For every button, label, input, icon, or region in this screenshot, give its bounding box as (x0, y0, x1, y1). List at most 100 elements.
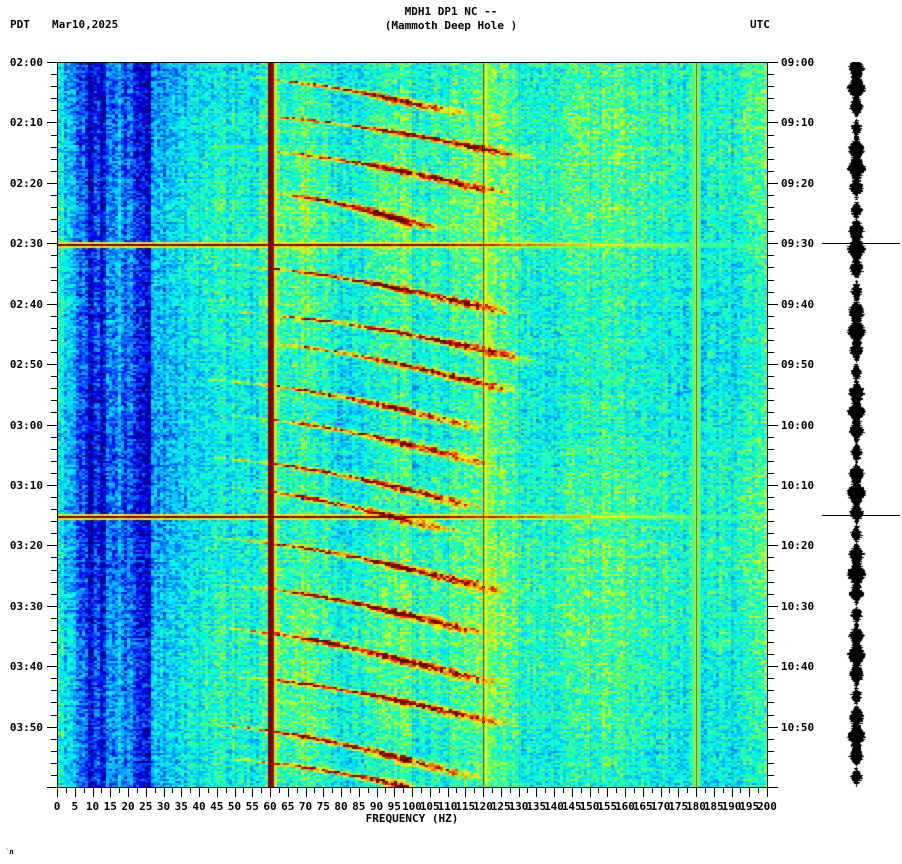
y-tick-left (51, 521, 57, 522)
y-tick-left (47, 364, 57, 365)
y-tick-left (51, 509, 57, 510)
y-tick-right (768, 412, 774, 413)
x-tick (181, 788, 182, 797)
x-tick (430, 788, 431, 797)
y-tick-left (47, 425, 57, 426)
x-label-185: 185 (703, 800, 724, 813)
y-tick-left (51, 461, 57, 462)
x-tick (421, 788, 422, 793)
y-label-left-03-50: 03:50 (9, 720, 43, 734)
x-tick (323, 788, 324, 797)
x-tick (66, 788, 67, 793)
x-tick (705, 788, 706, 793)
y-tick-right (768, 159, 774, 160)
x-label-50: 50 (227, 800, 242, 813)
y-tick-left (51, 715, 57, 716)
y-tick-left (51, 618, 57, 619)
x-tick (563, 788, 564, 793)
x-tick (208, 788, 209, 793)
y-tick-right (768, 690, 774, 691)
y-tick-right (768, 328, 774, 329)
x-label-155: 155 (597, 800, 618, 813)
x-tick (439, 788, 440, 793)
x-tick (128, 788, 129, 797)
y-tick-left (47, 606, 57, 607)
x-label-130: 130 (508, 800, 529, 813)
x-tick (483, 788, 484, 797)
x-label-120: 120 (473, 800, 493, 813)
y-tick-left (51, 340, 57, 341)
y-tick-left (51, 437, 57, 438)
x-axis-title: FREQUENCY (HZ) (365, 812, 459, 825)
y-tick-right (768, 533, 774, 534)
y-tick-left (47, 485, 57, 486)
y-tick-left (47, 787, 57, 788)
y-tick-left (51, 231, 57, 232)
x-tick (279, 788, 280, 793)
y-tick-left (51, 280, 57, 281)
x-label-100: 100 (402, 800, 422, 813)
x-label-180: 180 (686, 800, 706, 813)
x-tick (465, 788, 466, 797)
x-tick (394, 788, 395, 797)
y-tick-left (51, 135, 57, 136)
y-tick-right (768, 255, 774, 256)
x-tick (545, 788, 546, 793)
x-tick (740, 788, 741, 793)
y-tick-right (768, 521, 774, 522)
x-tick (164, 788, 165, 797)
x-tick (146, 788, 147, 797)
y-tick-right (768, 570, 774, 571)
y-tick-right (768, 364, 778, 365)
y-label-right-10-40: 10:40 (781, 660, 815, 674)
y-tick-left (51, 267, 57, 268)
x-tick (235, 788, 236, 797)
y-tick-left (51, 739, 57, 740)
plot-border-left (57, 62, 58, 787)
spectrogram-plot[interactable] (57, 62, 767, 787)
x-tick (732, 788, 733, 797)
y-tick-left (51, 473, 57, 474)
y-tick-left (51, 412, 57, 413)
y-tick-right (768, 678, 774, 679)
x-tick (57, 788, 58, 797)
y-label-left-03-10: 03:10 (9, 478, 43, 492)
y-tick-left (51, 292, 57, 293)
y-tick-left (51, 171, 57, 172)
y-tick-left (47, 62, 57, 63)
x-label-25: 25 (139, 800, 153, 813)
x-tick (554, 788, 555, 797)
y-label-left-03-40: 03:40 (9, 660, 43, 674)
y-tick-right (768, 727, 778, 728)
y-tick-right (768, 666, 778, 667)
x-tick (93, 788, 94, 797)
y-tick-right (768, 207, 774, 208)
x-tick (616, 788, 617, 793)
date-label: Mar10,2025 (52, 18, 119, 31)
y-label-left-03-20: 03:20 (9, 539, 43, 553)
y-tick-right (768, 449, 774, 450)
y-tick-right (768, 425, 778, 426)
x-label-160: 160 (615, 800, 635, 813)
y-label-left-03-30: 03:30 (9, 599, 43, 613)
x-label-40: 40 (192, 800, 206, 813)
y-label-left-02-20: 02:20 (9, 176, 43, 190)
x-label-110: 110 (437, 800, 458, 813)
y-tick-left (51, 147, 57, 148)
plot-border-bottom (57, 787, 768, 788)
y-tick-left (51, 594, 57, 595)
seismogram-trace[interactable] (845, 62, 869, 787)
y-label-right-10-50: 10:50 (781, 720, 815, 734)
plot-border-top (57, 62, 768, 63)
x-tick (678, 788, 679, 797)
x-label-195: 195 (739, 800, 760, 813)
x-label-30: 30 (156, 800, 171, 813)
x-label-60: 60 (263, 800, 277, 813)
y-tick-right (768, 183, 778, 184)
x-tick (652, 788, 653, 793)
y-tick-right (768, 219, 774, 220)
x-tick (119, 788, 120, 793)
y-tick-left (51, 678, 57, 679)
y-tick-left (51, 98, 57, 99)
y-label-right-09-00: 09:00 (781, 56, 815, 69)
